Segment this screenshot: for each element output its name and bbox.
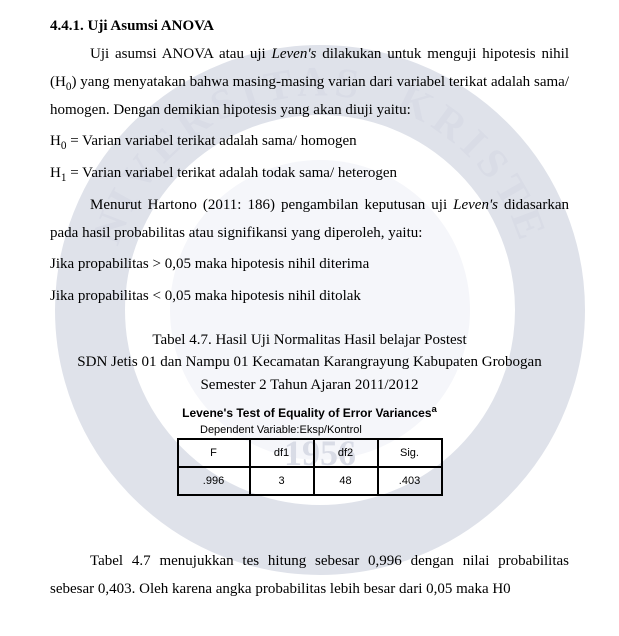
rule-accept: Jika propabilitas > 0,05 maka hipotesis … [50, 251, 569, 279]
cell-sig: .403 [378, 467, 442, 495]
cell-f: .996 [178, 467, 250, 495]
cell-df2: 48 [314, 467, 378, 495]
rule-reject: Jika propabilitas < 0,05 maka hipotesis … [50, 283, 569, 311]
table-caption: Tabel 4.7. Hasil Uji Normalitas Hasil be… [50, 329, 569, 397]
table-row: .996 3 48 .403 [178, 467, 442, 495]
caption-line-3: Semester 2 Tahun Ajaran 2011/2012 [200, 377, 418, 393]
col-header-df2: df2 [314, 439, 378, 467]
col-header-sig: Sig. [378, 439, 442, 467]
col-header-df1: df1 [250, 439, 314, 467]
caption-line-2: SDN Jetis 01 dan Nampu 01 Kecamatan Kara… [77, 354, 541, 370]
levene-title: Levene's Test of Equality of Error Varia… [50, 404, 569, 420]
caption-line-1: Tabel 4.7. Hasil Uji Normalitas Hasil be… [152, 332, 466, 348]
col-header-f: F [178, 439, 250, 467]
section-heading: 4.4.1. Uji Asumsi ANOVA [50, 18, 569, 35]
hypothesis-h0: H0 = Varian variabel terikat adalah sama… [50, 128, 569, 156]
paragraph-after-table: Tabel 4.7 menujukkan tes hitung sebesar … [50, 548, 569, 604]
table-header-row: F df1 df2 Sig. [178, 439, 442, 467]
hypothesis-h1: H1 = Varian variabel terikat adalah toda… [50, 160, 569, 188]
levene-table: F df1 df2 Sig. .996 3 48 .403 [177, 438, 443, 496]
paragraph-2: Menurut Hartono (2011: 186) pengambilan … [50, 192, 569, 248]
dependent-variable-label: Dependent Variable:Eksp/Kontrol [50, 424, 569, 436]
cell-df1: 3 [250, 467, 314, 495]
paragraph-1: Uji asumsi ANOVA atau uji Leven's dilaku… [50, 41, 569, 124]
